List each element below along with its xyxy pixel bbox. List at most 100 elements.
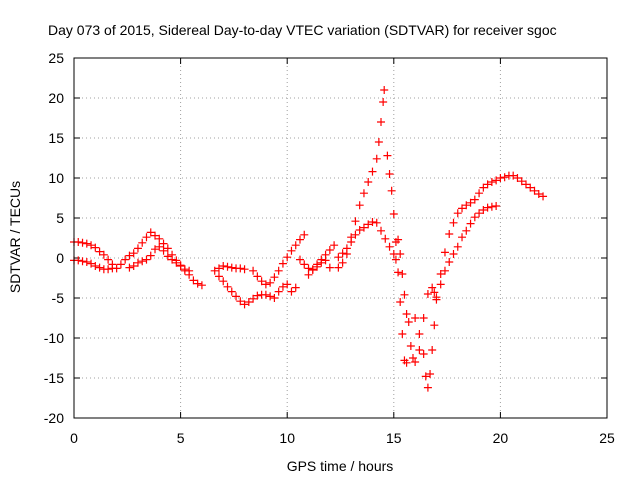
data-point-track-b [394, 235, 403, 244]
data-point-track-b [419, 314, 428, 322]
data-point-track-b [223, 282, 232, 291]
data-point-track-b [227, 287, 236, 296]
data-point-track-a [487, 178, 496, 186]
data-point-track-a [334, 263, 343, 272]
y-tick-label: 25 [48, 50, 64, 66]
data-point-track-b [317, 258, 326, 267]
data-point-track-a [396, 298, 405, 306]
data-point-track-a [291, 241, 300, 250]
data-point-track-a [151, 231, 160, 240]
data-point-track-b [270, 294, 279, 302]
data-point-track-a [330, 241, 339, 250]
data-point-track-b [214, 272, 223, 281]
data-point-track-b [313, 262, 322, 271]
data-point-track-a [377, 118, 386, 126]
data-point-track-a [87, 241, 96, 250]
x-axis-label: GPS time / hours [287, 458, 394, 474]
data-point-track-a [266, 278, 275, 287]
data-point-track-b [355, 226, 364, 234]
data-point-track-b [487, 202, 496, 211]
data-point-track-a [419, 350, 428, 358]
data-point-track-a [163, 244, 172, 253]
data-point-track-a [219, 262, 228, 270]
data-point-track-a [300, 230, 309, 239]
data-point-track-a [155, 234, 164, 243]
data-point-track-a [91, 243, 100, 252]
data-point-track-b [453, 242, 462, 251]
data-point-track-b [278, 282, 287, 291]
data-point-track-a [385, 170, 394, 178]
data-point-track-a [428, 346, 437, 354]
data-point-track-b [219, 277, 228, 286]
data-point-track-b [445, 258, 454, 266]
data-point-track-b [385, 242, 394, 251]
data-point-track-a [189, 276, 198, 285]
data-point-track-b [391, 255, 400, 264]
tick-labels: 0 5 10 15 20 25 -20 -15 -10 -5 0 5 10 15 20 25 [44, 50, 615, 446]
data-point-track-b [78, 257, 87, 266]
data-point-track-a [466, 198, 475, 207]
data-point-track-a [236, 264, 245, 273]
data-point-track-b [176, 262, 185, 270]
data-point-track-b [492, 202, 501, 210]
data-point-track-b [342, 244, 351, 253]
data-point-track-b [82, 258, 91, 266]
data-point-track-b [287, 287, 296, 296]
y-tick-label: 5 [56, 210, 64, 226]
data-point-track-a [283, 253, 292, 262]
data-point-track-a [398, 330, 407, 338]
data-point-track-b [308, 265, 317, 274]
data-point-track-b [266, 292, 275, 301]
data-point-track-a [138, 238, 147, 247]
data-point-track-b [253, 291, 262, 300]
data-point-track-b [300, 260, 309, 269]
x-tick-label: 25 [599, 430, 615, 446]
data-point-track-a [402, 358, 411, 367]
data-point-track-b [95, 263, 104, 272]
data-point-track-b [351, 230, 360, 239]
data-point-track-a [436, 270, 445, 278]
data-point-track-a [492, 176, 501, 185]
data-point-track-b [470, 213, 479, 222]
data-point-track-b [372, 218, 381, 227]
data-point-track-b [138, 257, 147, 266]
data-point-track-a [133, 244, 142, 253]
data-point-track-a [372, 154, 381, 163]
data-point-track-b [458, 233, 467, 242]
data-point-track-a [379, 98, 388, 106]
data-point-track-a [526, 183, 535, 192]
data-point-track-a [240, 265, 249, 274]
data-point-track-b [364, 220, 373, 229]
data-point-track-a [513, 174, 522, 182]
data-point-track-b [142, 255, 151, 264]
data-point-track-b [479, 206, 488, 214]
x-tick-label: 15 [386, 430, 402, 446]
data-point-track-a [415, 330, 424, 338]
x-tick-label: 10 [279, 430, 295, 446]
data-point-track-b [232, 292, 241, 301]
data-point-track-a [249, 266, 258, 275]
data-point-track-a [383, 151, 392, 160]
data-point-track-a [389, 210, 398, 218]
data-point-track-a [214, 264, 223, 273]
data-point-track-b [283, 280, 292, 289]
data-point-track-a [74, 238, 83, 246]
data-point-track-a [440, 248, 449, 257]
data-point-track-b [129, 262, 138, 270]
data-point-track-a [193, 279, 202, 288]
data-point-track-a [423, 383, 432, 392]
data-point-track-b [440, 266, 449, 275]
data-point-track-b [408, 354, 417, 362]
data-points [70, 86, 548, 392]
data-point-track-b [436, 280, 445, 289]
data-point-track-a [453, 209, 462, 218]
data-point-track-b [159, 246, 168, 255]
data-point-track-b [185, 266, 194, 275]
data-point-track-a [470, 195, 479, 204]
data-point-track-a [325, 246, 334, 254]
tick-marks [73, 57, 608, 419]
data-point-track-b [428, 283, 437, 292]
data-point-track-a [95, 247, 104, 256]
data-point-track-a [483, 180, 492, 189]
data-point-track-a [374, 138, 383, 146]
